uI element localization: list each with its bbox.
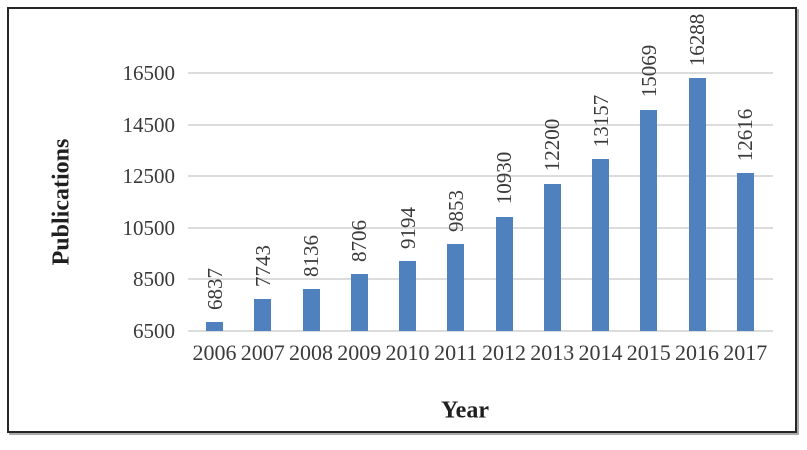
bar-value-label: 15069: [636, 45, 661, 98]
bar-2012: [495, 216, 513, 331]
x-tick-label: 2008: [289, 340, 333, 365]
x-axis-title: Year: [441, 397, 489, 424]
x-tick-label: 2015: [626, 340, 671, 365]
bar-value-label: 9194: [395, 207, 420, 250]
y-axis-title: Publications: [48, 138, 75, 266]
y-tick-label: 8500: [133, 267, 175, 292]
y-tick-label: 16500: [122, 61, 176, 85]
x-tick-label: 2006: [192, 340, 237, 365]
gridline: [188, 226, 773, 229]
x-tick-label: 2013: [530, 340, 575, 365]
y-tick-label: 6500: [133, 319, 175, 343]
bar-value-label: 10930: [492, 151, 516, 205]
bar-value-label: 6837: [202, 268, 227, 311]
bar-2014: [592, 159, 609, 331]
gridline: [188, 72, 773, 74]
x-tick-label: 2009: [337, 340, 382, 365]
x-tick-label: 2010: [385, 340, 430, 365]
x-tick-label: 2012: [482, 340, 526, 365]
gridline: [188, 123, 773, 126]
y-tick-label: 10500: [122, 215, 176, 240]
bar-2006: [206, 322, 223, 331]
gridline: [188, 278, 773, 281]
bar-2015: [640, 109, 658, 331]
bar-value-label: 8706: [347, 220, 372, 263]
bar-value-label: 13157: [588, 94, 613, 147]
bar-2011: [447, 244, 465, 331]
bar-2008: [302, 288, 320, 331]
x-tick-label: 2011: [434, 340, 478, 365]
bar-2017: [736, 173, 754, 331]
bar-value-label: 12200: [540, 119, 565, 172]
x-tick-label: 2017: [723, 340, 768, 365]
bar-2013: [543, 183, 561, 331]
gridline: [188, 175, 773, 178]
bar-value-label: 9853: [443, 190, 468, 233]
bar-value-label: 16288: [685, 13, 709, 67]
x-tick-label: 2014: [578, 340, 623, 365]
y-tick-label: 14500: [122, 112, 176, 137]
bar-value-label: 7743: [250, 244, 275, 287]
bar-2007: [254, 298, 272, 331]
gridline: [188, 330, 773, 332]
y-tick-label: 12500: [122, 164, 176, 189]
figure-border-frame: [7, 7, 797, 433]
bar-2010: [399, 261, 416, 331]
bar-2009: [350, 274, 368, 331]
bar-value-label: 12616: [733, 108, 758, 161]
x-tick-label: 2016: [675, 340, 719, 365]
x-tick-label: 2007: [240, 340, 285, 365]
bar-value-label: 8136: [299, 234, 323, 277]
bar-2016: [688, 78, 706, 331]
